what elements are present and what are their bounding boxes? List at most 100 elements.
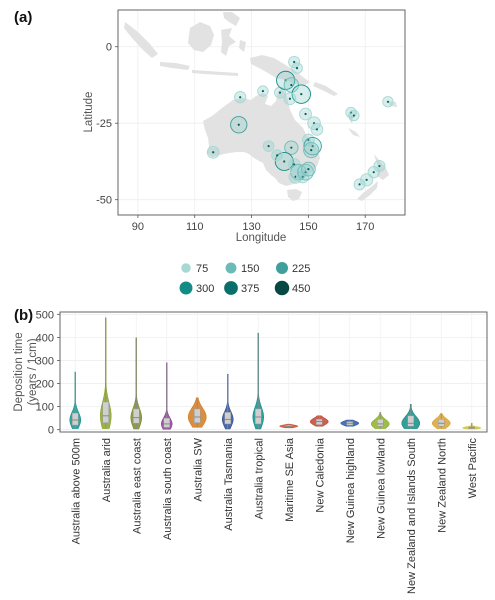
map-x-tick-label: 90 — [132, 221, 144, 233]
site-point-center — [304, 171, 307, 174]
site-point-center — [261, 89, 265, 93]
sulawesi-land — [221, 28, 236, 56]
map-y-ticks: 0 -25 -50 — [96, 42, 118, 207]
site-point-center — [300, 93, 303, 96]
map-y-axis-title: Latitude — [83, 92, 95, 133]
java-land — [160, 62, 190, 70]
site-point-center — [267, 145, 270, 148]
new-zealand-south-land — [357, 181, 378, 201]
legend-swatch — [274, 280, 290, 296]
map-y-tick-label: 0 — [106, 42, 112, 54]
violin-box — [102, 401, 109, 424]
new-caledonia-land — [348, 128, 360, 137]
site-point-center — [276, 154, 279, 157]
legend-swatch — [179, 281, 193, 295]
legend-label: 375 — [241, 283, 259, 295]
site-point-center — [290, 146, 293, 149]
solomon-islands-land — [313, 82, 338, 96]
site-point-center — [293, 60, 296, 64]
moluccas-land — [239, 40, 246, 52]
violin-category-label: Australia south coast — [162, 438, 174, 540]
site-point-center — [365, 178, 368, 181]
site-point-center — [295, 67, 299, 70]
map-points-layer — [206, 55, 394, 191]
violin-y-tick-label: 200 — [36, 379, 54, 391]
legend-swatch — [181, 263, 191, 273]
australia-land — [203, 88, 320, 186]
violin-box — [133, 408, 140, 424]
landmass-layer — [124, 12, 397, 201]
violin-gridlines — [60, 312, 487, 432]
violin-box — [377, 419, 384, 427]
violin-category-label: Australia Tasmania — [223, 437, 235, 531]
legend-label: 450 — [292, 283, 310, 295]
site-point-center — [311, 145, 314, 148]
violin-box — [438, 419, 445, 427]
violin-y-axis-unit: (years / 1cm) — [27, 338, 39, 405]
legend-swatch — [224, 281, 238, 295]
legend-label: 225 — [292, 263, 310, 275]
vanuatu-land — [349, 113, 353, 124]
violin-y-tick-label: 500 — [36, 309, 54, 321]
violin-category-label: Australia tropical — [253, 438, 265, 519]
violin-box — [72, 412, 79, 426]
violin-y-tick-label: 100 — [36, 402, 54, 414]
violin-panel-border — [59, 311, 488, 433]
violin-box — [255, 408, 262, 425]
violin-box — [163, 417, 170, 428]
violin-y-ticks: 0 100 200 300 400 500 — [36, 309, 60, 437]
site-point-center — [237, 123, 240, 126]
site-point-center — [290, 83, 293, 87]
violin-box — [224, 412, 231, 425]
legend-label: 75 — [196, 263, 208, 275]
violin-category-label: Australia arid — [101, 438, 113, 502]
violin-box — [407, 415, 414, 427]
legend-label: 150 — [241, 263, 259, 275]
site-point-center — [358, 183, 361, 186]
map-y-tick-label: -50 — [96, 195, 112, 207]
site-point-center — [283, 160, 286, 163]
site-point-center — [307, 138, 310, 142]
violin-y-axis-title: Deposition time — [13, 332, 25, 411]
map-x-ticks: 90 110 130 150 170 — [132, 215, 374, 233]
site-point-center — [288, 97, 292, 100]
violin-category-label: Australia SW — [192, 437, 204, 501]
site-point-center — [315, 128, 319, 131]
site-point-center — [352, 114, 355, 117]
site-point-center — [301, 175, 304, 178]
site-point-center — [372, 171, 375, 174]
violin-category-label: Australia east coast — [131, 438, 143, 534]
violin-category-labels: Australia above 500m Australia arid Austra… — [70, 437, 479, 594]
borneo-land — [188, 22, 214, 52]
site-point-center — [212, 151, 215, 154]
lesser-sunda-land — [192, 70, 238, 76]
site-point-center — [304, 112, 307, 116]
violin-category-label: New Zealand North — [436, 438, 448, 533]
legend-swatch — [276, 262, 288, 274]
violin-y-tick-label: 300 — [36, 355, 54, 367]
legend-label: 300 — [196, 283, 214, 295]
violin-box — [194, 408, 201, 424]
violin-category-label: Australia above 500m — [70, 438, 82, 544]
site-point-center — [386, 100, 390, 103]
violin-y-tick-label: 0 — [48, 425, 54, 437]
sumatra-land — [124, 22, 158, 58]
map-x-tick-label: 130 — [242, 221, 260, 233]
violin-layer — [69, 317, 482, 430]
violin-category-label: New Caledonia — [314, 437, 326, 512]
map-panel-border — [117, 9, 406, 216]
violin-category-label: New Guinea lowland — [375, 438, 387, 539]
map-y-tick-label: -25 — [96, 118, 112, 130]
violin-category-label: New Zealand and Islands South — [406, 438, 418, 594]
map-x-tick-label: 110 — [186, 221, 204, 233]
violin-category-label: Maritime SE Asia — [284, 437, 296, 522]
panel-a-label: (a) — [14, 9, 32, 26]
tasmania-land — [287, 189, 302, 201]
site-point-center — [307, 168, 310, 171]
site-point-center — [310, 149, 313, 152]
map-x-axis-title: Longitude — [236, 232, 287, 244]
map-x-tick-label: 150 — [299, 221, 317, 233]
site-point-center — [239, 96, 242, 99]
legend-swatch — [225, 262, 237, 274]
